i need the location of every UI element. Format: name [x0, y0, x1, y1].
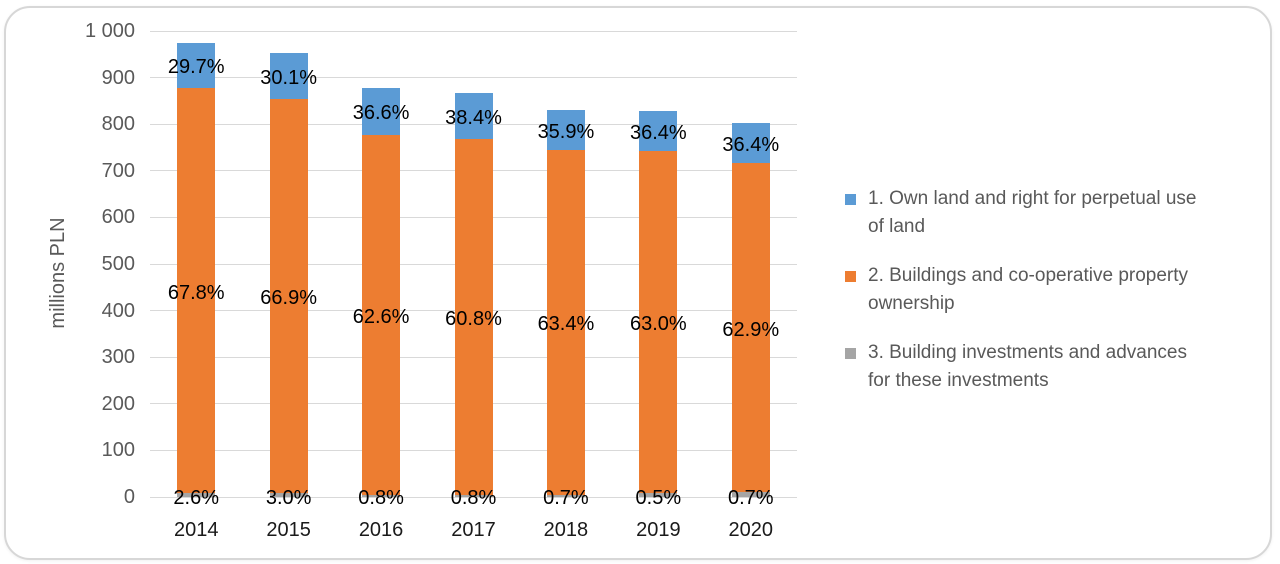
y-tick-label: 700	[101, 159, 135, 182]
bar-data-label: 35.9%	[537, 121, 595, 144]
bar-data-label: 0.8%	[450, 487, 497, 509]
legend-label: 2. Buildings and co-operative property ow…	[868, 265, 1189, 314]
legend-marker-icon	[845, 194, 856, 205]
bar-segment-2	[362, 134, 401, 496]
bar-data-label: 30.1%	[260, 66, 317, 89]
x-tick-label: 2017	[451, 519, 496, 541]
bar-segment-2	[454, 139, 493, 496]
legend-label: 3. Building investments and advances for …	[868, 342, 1187, 391]
y-tick-label: 1 000	[84, 20, 135, 42]
bar-segment-3	[269, 493, 308, 497]
bar-data-label: 63.0%	[629, 313, 687, 336]
bar-data-label: 66.9%	[260, 287, 317, 310]
gridline	[150, 496, 797, 498]
bar-data-label: 36.6%	[352, 102, 410, 125]
bar-segment-3	[177, 493, 216, 497]
bar-data-label: 36.4%	[629, 121, 687, 144]
bar-data-label: 3.0%	[265, 487, 312, 509]
legend-marker-icon	[845, 271, 856, 282]
bar-segment-1	[731, 123, 770, 163]
legend-item-2: 2. Buildings and co-operative property ow…	[845, 262, 1196, 318]
bar-data-label: 29.7%	[167, 56, 225, 79]
bar-segment-1	[454, 92, 493, 140]
y-tick-label: 800	[101, 113, 135, 136]
bar-segment-1	[362, 87, 401, 135]
y-tick-label: 600	[101, 206, 135, 229]
bar-data-label: 0.5%	[635, 487, 682, 509]
bar-data-label: 36.4%	[722, 134, 780, 157]
bar-data-label: 0.7%	[543, 487, 589, 509]
bar-segment-1	[546, 110, 585, 150]
bar-segment-1	[177, 43, 216, 88]
legend-item-3: 3. Building investments and advances for …	[845, 339, 1196, 395]
y-tick-label: 0	[123, 486, 135, 508]
bar-data-label: 63.4%	[537, 313, 595, 336]
y-tick-label: 500	[101, 253, 135, 275]
bar-segment-1	[269, 52, 308, 100]
y-tick-label: 100	[101, 439, 135, 462]
legend-marker-icon	[845, 348, 856, 359]
bar-data-label: 67.8%	[167, 281, 225, 304]
bar-data-label: 60.8%	[445, 308, 502, 331]
x-tick-label: 2014	[173, 519, 219, 541]
legend-item-1: 1. Own land and right for perpetual use o…	[845, 185, 1196, 241]
y-tick-label: 400	[101, 299, 135, 322]
x-tick-label: 2015	[266, 519, 311, 541]
bar-segment-3	[362, 495, 401, 497]
bar-segment-2	[546, 149, 585, 496]
bar-data-label: 0.8%	[358, 487, 404, 509]
bar-segment-1	[639, 111, 678, 151]
legend: 1. Own land and right for perpetual use o…	[845, 185, 1196, 416]
x-tick-label: 2019	[636, 519, 681, 541]
bar-data-label: 62.6%	[352, 306, 410, 329]
bar-segment-3	[546, 495, 585, 497]
bar-data-label: 2.6%	[173, 487, 219, 509]
x-tick-label: 2016	[358, 519, 404, 541]
gridline	[150, 77, 797, 79]
y-tick-label: 200	[101, 392, 135, 415]
bar-data-label: 62.9%	[722, 318, 780, 341]
chart-frame: millions PLN 1. Own land and right for p…	[4, 6, 1272, 560]
y-tick-label: 900	[101, 66, 135, 89]
x-tick-label: 2020	[728, 519, 774, 541]
bar-data-label: 38.4%	[445, 107, 502, 130]
y-tick-label: 300	[101, 346, 135, 369]
bar-data-label: 0.7%	[727, 487, 774, 509]
gridline	[150, 30, 797, 32]
x-tick-label: 2018	[543, 519, 589, 541]
bar-segment-3	[454, 495, 493, 497]
bar-segment-3	[731, 492, 770, 497]
legend-label: 1. Own land and right for perpetual use o…	[868, 188, 1197, 237]
bar-segment-2	[731, 162, 770, 493]
bar-segment-2	[269, 99, 308, 494]
bar-segment-2	[639, 150, 678, 494]
bar-segment-3	[639, 493, 678, 497]
bar-segment-2	[177, 87, 216, 494]
